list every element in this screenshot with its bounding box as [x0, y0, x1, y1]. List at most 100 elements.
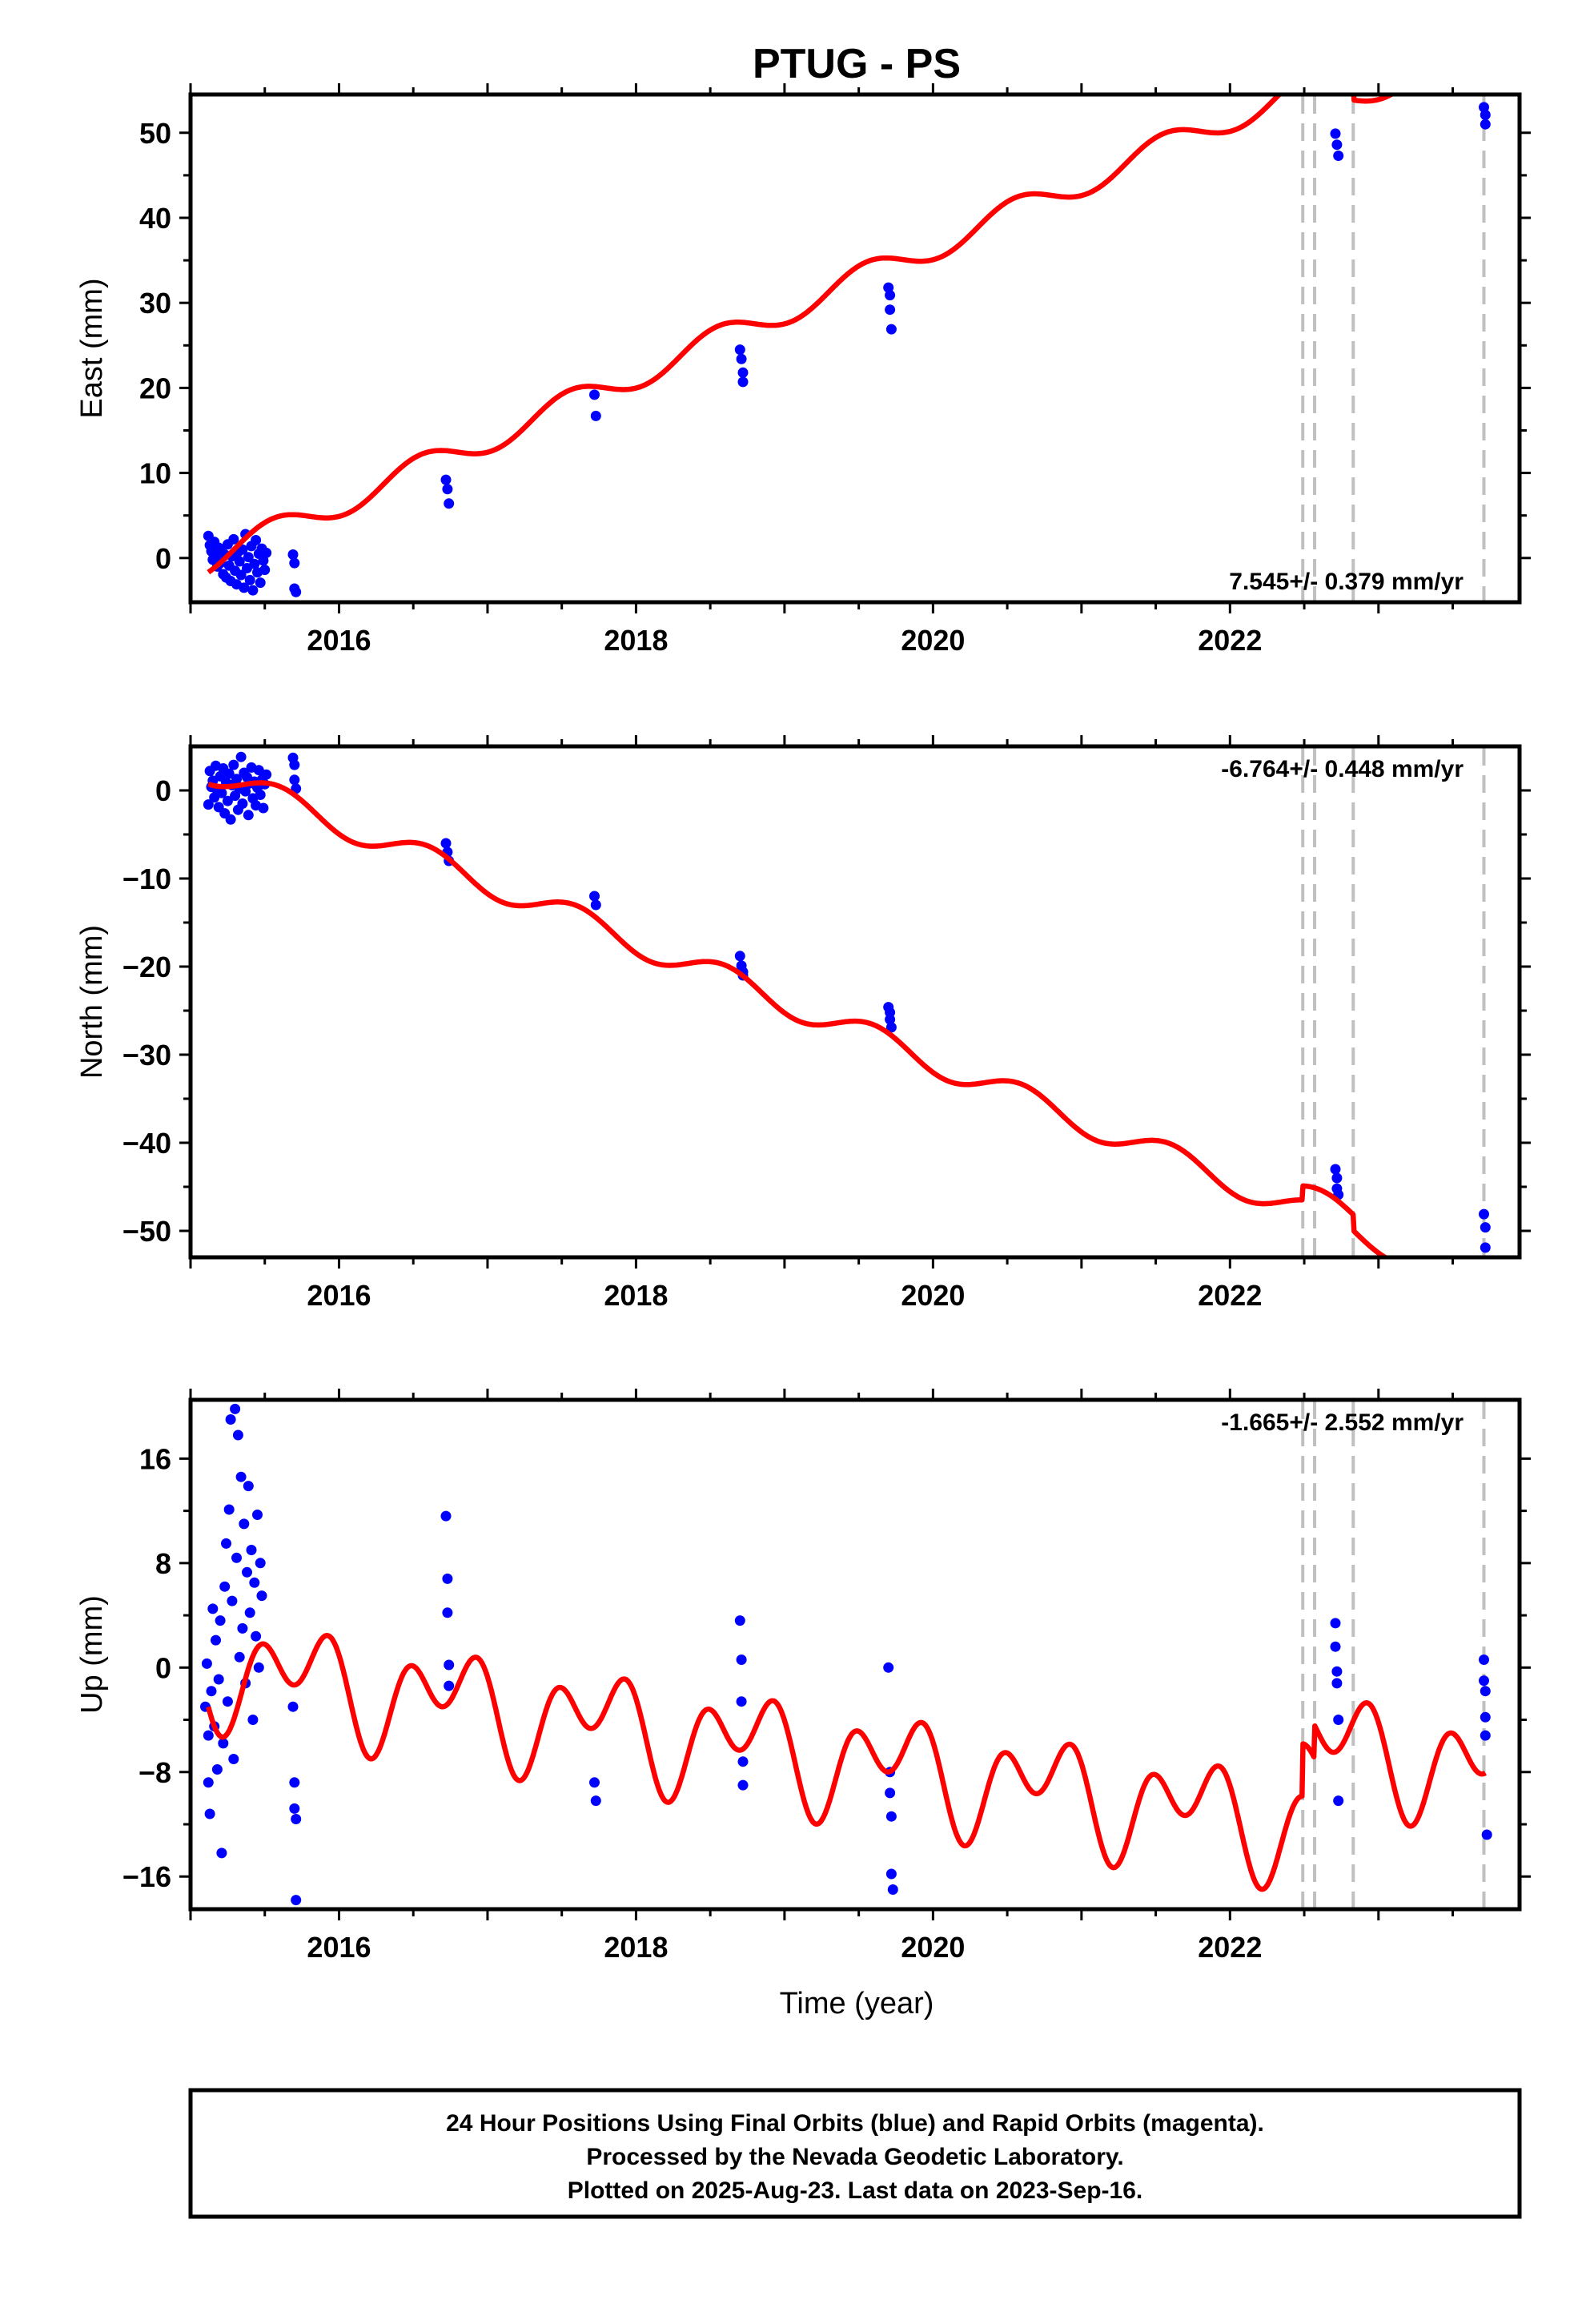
data-point [240, 786, 251, 797]
y-axis-label: Up (mm) [75, 1595, 109, 1714]
data-point [444, 1659, 455, 1671]
y-tick-label: 20 [139, 372, 171, 404]
data-point [289, 557, 300, 569]
data-point [1330, 128, 1341, 139]
data-point [1480, 1242, 1491, 1253]
data-point [235, 1471, 247, 1482]
data-point [237, 1622, 248, 1634]
x-tick-label: 2016 [307, 1279, 371, 1312]
data-point [251, 535, 262, 545]
data-point [230, 1403, 241, 1414]
data-point [1479, 1208, 1489, 1220]
data-point [885, 1014, 896, 1025]
data-point [211, 1634, 221, 1646]
data-point [246, 1545, 257, 1555]
y-tick-label: −8 [139, 1756, 171, 1789]
data-point [736, 1696, 747, 1707]
data-point [442, 484, 453, 495]
y-tick-label: −40 [122, 1127, 171, 1160]
data-point [247, 585, 259, 596]
data-point [590, 899, 601, 911]
x-tick-label: 2022 [1198, 1931, 1262, 1964]
footer-box: 24 Hour Positions Using Final Orbits (bl… [188, 2088, 1522, 2219]
data-point [1479, 1675, 1489, 1687]
data-point [221, 1538, 231, 1549]
panel-north: 2016 2018 2020 2022 0 −10 −20 −30 −40 −50 North (m… [75, 735, 1531, 1312]
data-points [203, 751, 1491, 1253]
data-point [440, 474, 452, 485]
data-point [215, 1615, 226, 1626]
data-point [258, 802, 269, 814]
data-point [440, 1510, 452, 1522]
data-point [885, 290, 896, 301]
data-point [203, 1777, 214, 1788]
data-point [216, 1848, 227, 1859]
data-point [249, 558, 260, 569]
data-point [883, 1662, 894, 1673]
data-point [287, 1701, 299, 1712]
data-point [211, 1764, 223, 1775]
data-point [1480, 119, 1491, 130]
data-point [444, 498, 455, 509]
data-point [736, 1655, 747, 1665]
data-point [737, 376, 749, 388]
data-point [244, 574, 255, 585]
data-point [734, 344, 745, 356]
x-tick-label: 2018 [604, 1931, 668, 1964]
data-point [243, 1481, 254, 1492]
data-point [1480, 1730, 1491, 1741]
model-curve [206, 1633, 1488, 1892]
data-point [247, 1715, 259, 1725]
data-point [213, 1674, 224, 1685]
data-point [227, 1595, 238, 1606]
y-tick-label: 16 [139, 1442, 171, 1475]
data-point [231, 1552, 242, 1563]
plot-frame [188, 1397, 1522, 1912]
data-point [1331, 1172, 1343, 1184]
data-point [1480, 1686, 1491, 1697]
data-point [1480, 1711, 1491, 1723]
panel-east: 2016 2018 2020 2022 0 10 20 30 40 50 East (mm) 7.54… [75, 83, 1531, 657]
y-axis-label: North (mm) [75, 925, 109, 1079]
model-curve [207, 94, 1396, 575]
data-point [249, 1577, 260, 1588]
data-point [1480, 110, 1491, 120]
data-point [223, 1504, 235, 1515]
data-point [235, 569, 247, 581]
data-point [1330, 1164, 1341, 1175]
data-point [239, 582, 250, 593]
data-point [228, 1754, 239, 1764]
x-tick-label: 2020 [901, 1279, 965, 1312]
data-point [737, 1756, 749, 1767]
x-tick-label: 2016 [307, 624, 371, 657]
data-point [1330, 1641, 1341, 1652]
data-point [243, 552, 254, 563]
data-point [203, 1730, 214, 1741]
data-point [261, 547, 272, 558]
data-point [1331, 139, 1343, 151]
data-point [734, 951, 745, 962]
panel-up: 2016 2018 2020 2022 16 8 0 −8 −16 Up (mm) Time (ye… [75, 1389, 1531, 2020]
data-point [737, 367, 749, 378]
data-point [251, 1630, 262, 1642]
data-point [291, 1814, 302, 1824]
data-point [204, 1808, 215, 1819]
data-point [252, 1510, 263, 1520]
data-point [255, 1558, 266, 1569]
data-point [231, 774, 242, 785]
data-point [253, 1662, 264, 1673]
data-point [261, 769, 272, 780]
y-tick-label: 30 [139, 287, 171, 320]
data-point [219, 1581, 231, 1592]
data-point [225, 1414, 236, 1425]
data-point [289, 1777, 300, 1788]
data-point [244, 1607, 255, 1618]
data-point [222, 795, 233, 806]
data-point [442, 1607, 453, 1618]
data-point [218, 1738, 229, 1749]
data-point [256, 1590, 267, 1602]
plot-frame [188, 744, 1522, 1260]
data-point [235, 751, 247, 762]
y-tick-label: −50 [122, 1215, 171, 1248]
